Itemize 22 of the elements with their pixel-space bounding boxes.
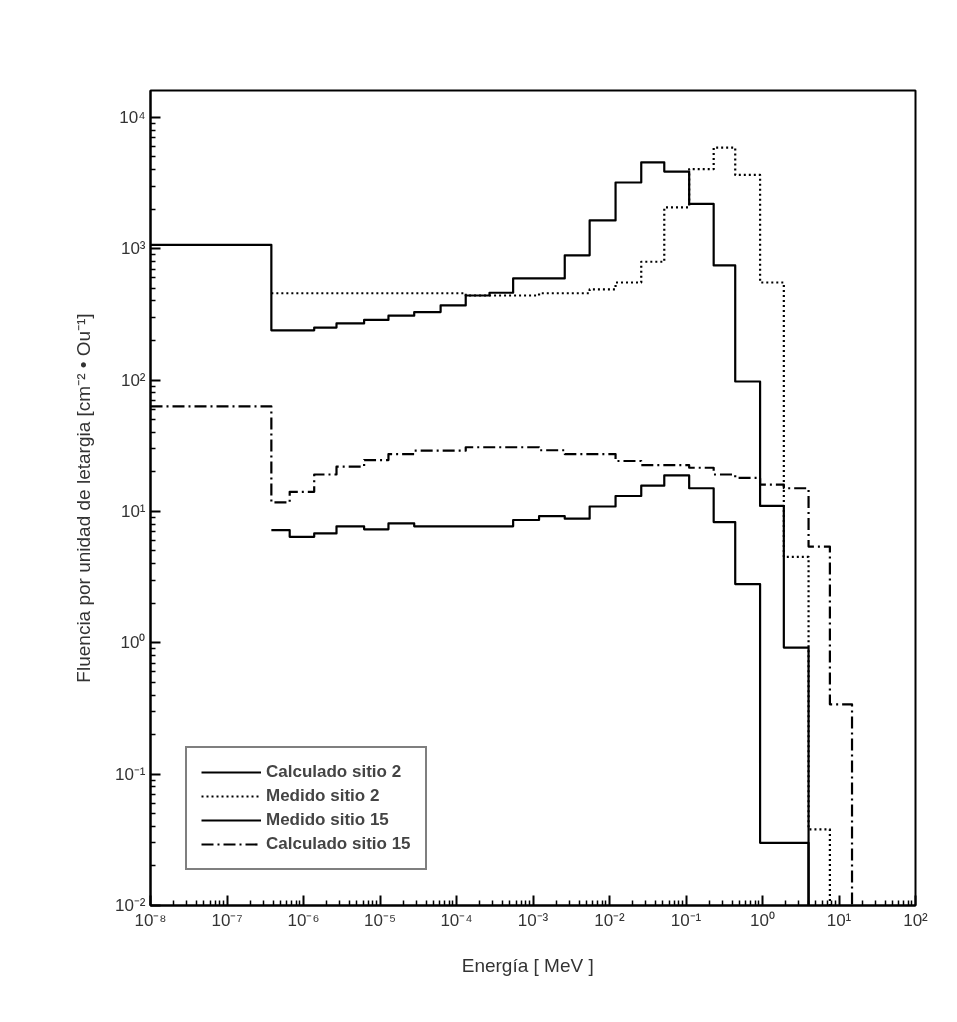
x-tick-label: 10⁻⁶ bbox=[287, 910, 320, 930]
legend-label: Calculado sitio 15 bbox=[266, 834, 411, 854]
x-tick-label: 10¹ bbox=[826, 910, 852, 930]
x-tick-label: 10² bbox=[903, 910, 929, 930]
y-tick-label: 10⁴ bbox=[119, 107, 146, 127]
x-tick-label: 10⁰ bbox=[750, 910, 775, 930]
x-tick-label: 10⁻² bbox=[594, 910, 626, 930]
x-tick-label: 10⁻⁷ bbox=[211, 910, 243, 930]
y-tick-label: 10³ bbox=[120, 239, 146, 259]
x-tick-label: 10⁻⁵ bbox=[364, 910, 396, 930]
x-tick-label: 10⁻¹ bbox=[670, 910, 702, 930]
y-tick-label: 10¹ bbox=[120, 501, 146, 521]
x-axis-title: Energía [ MeV ] bbox=[461, 954, 594, 976]
y-tick-label: 10⁰ bbox=[120, 633, 146, 653]
legend-label: Medido sitio 2 bbox=[266, 786, 380, 806]
legend-label: Medido sitio 15 bbox=[266, 810, 389, 830]
y-axis-title: Fluencia por unidad de letargia [cm⁻² • Ou⁻¹] bbox=[72, 313, 94, 683]
y-tick-label: 10⁻¹ bbox=[114, 764, 146, 784]
x-tick-label: 10⁻³ bbox=[517, 910, 549, 930]
y-tick-label: 10² bbox=[120, 370, 146, 390]
x-tick-label: 10⁻⁴ bbox=[440, 910, 473, 930]
legend-label: Calculado sitio 2 bbox=[266, 762, 402, 782]
